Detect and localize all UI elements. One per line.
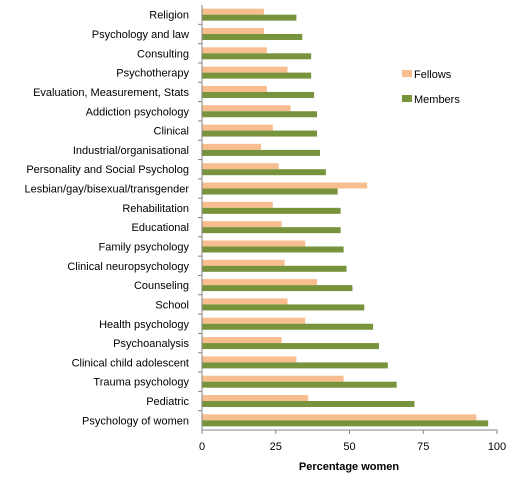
bar-fellows-rehabilitation [202,201,273,208]
bar-fellows-clinical [202,124,273,131]
bar-members-pediatric [202,401,415,408]
x-tick-label-75: 75 [417,441,429,453]
bar-members-clinical-neuropsychology [202,265,347,272]
legend: Fellows Members [402,69,460,106]
x-tick-label-100: 100 [488,441,506,453]
bar-members-psychoanalysis [202,343,379,350]
bar-members-counseling [202,285,353,292]
bar-members-psychology-of-women [202,420,489,427]
bar-fellows-addiction-psychology [202,105,291,112]
bar-fellows-family-psychology [202,240,306,247]
category-label-personality-and-social-psycholog: Personality and Social Psycholog [26,164,189,176]
category-label-clinical-child-adolescent: Clinical child adolescent [72,357,189,369]
category-label-health-psychology: Health psychology [99,319,189,331]
bar-members-industrial-organisational [202,149,320,156]
bar-fellows-psychoanalysis [202,337,282,344]
bar-members-addiction-psychology [202,111,318,118]
x-tick-label-25: 25 [270,441,282,453]
category-label-psychology-and-law: Psychology and law [92,29,189,41]
bar-fellows-lesbian-gay-bisexual-transgender [202,182,368,189]
legend-label-members: Members [414,94,460,106]
legend-swatch-members [402,95,412,102]
bar-members-evaluation-measurement-stats [202,91,315,98]
legend-label-fellows: Fellows [414,69,452,81]
bar-fellows-psychotherapy [202,66,288,73]
bar-members-health-psychology [202,323,374,330]
category-label-family-psychology: Family psychology [99,241,190,253]
bar-fellows-trauma-psychology [202,375,344,382]
bar-fellows-health-psychology [202,317,306,324]
x-axis-title: Percentage women [299,461,400,473]
bar-fellows-consulting [202,47,267,54]
bars-group [202,8,489,427]
bar-members-educational [202,227,341,234]
bar-fellows-religion [202,8,264,15]
category-label-pediatric: Pediatric [146,396,189,408]
bar-members-consulting [202,53,312,60]
bar-members-clinical [202,130,318,137]
bar-members-religion [202,14,297,21]
bar-members-family-psychology [202,246,344,253]
bar-fellows-clinical-child-adolescent [202,356,297,363]
bar-fellows-personality-and-social-psycholog [202,163,279,170]
bar-members-psychology-and-law [202,33,303,40]
bar-fellows-school [202,298,288,305]
bar-members-rehabilitation [202,207,341,214]
category-label-religion: Religion [149,10,189,22]
bar-fellows-clinical-neuropsychology [202,259,285,266]
category-label-clinical-neuropsychology: Clinical neuropsychology [67,261,189,273]
bar-fellows-psychology-of-women [202,414,477,421]
category-label-evaluation-measurement-stats: Evaluation, Measurement, Stats [33,87,189,99]
category-label-rehabilitation: Rehabilitation [122,203,189,215]
x-tick-label-50: 50 [343,441,355,453]
category-labels: Religion Psychology and law Consulting Psyc… [24,10,202,427]
category-label-educational: Educational [132,222,190,234]
bar-members-lesbian-gay-bisexual-transgender [202,188,338,195]
category-label-addiction-psychology: Addiction psychology [86,106,190,118]
category-label-psychoanalysis: Psychoanalysis [113,338,189,350]
category-label-trauma-psychology: Trauma psychology [93,377,189,389]
category-label-school: School [155,299,189,311]
category-label-psychology-of-women: Psychology of women [82,415,189,427]
bar-fellows-counseling [202,279,318,286]
bar-fellows-industrial-organisational [202,143,261,150]
bar-members-clinical-child-adolescent [202,362,388,369]
x-tick-label-0: 0 [199,441,205,453]
bar-members-personality-and-social-psycholog [202,169,326,176]
category-label-lesbian-gay-bisexual-transgender: Lesbian/gay/bisexual/transgender [24,184,189,196]
category-label-consulting: Consulting [137,48,189,60]
legend-swatch-fellows [402,70,412,77]
category-label-clinical: Clinical [154,126,189,138]
bar-fellows-psychology-and-law [202,27,264,34]
x-ticks-group: 0 25 50 75 100 [199,430,506,453]
bar-fellows-educational [202,221,282,228]
category-label-industrial-organisational: Industrial/organisational [73,145,189,157]
category-label-psychotherapy: Psychotherapy [116,68,189,80]
bar-fellows-pediatric [202,395,309,402]
bar-fellows-evaluation-measurement-stats [202,85,267,92]
bar-members-psychotherapy [202,72,312,79]
category-label-counseling: Counseling [134,280,189,292]
bar-members-school [202,304,365,311]
bar-members-trauma-psychology [202,381,397,388]
